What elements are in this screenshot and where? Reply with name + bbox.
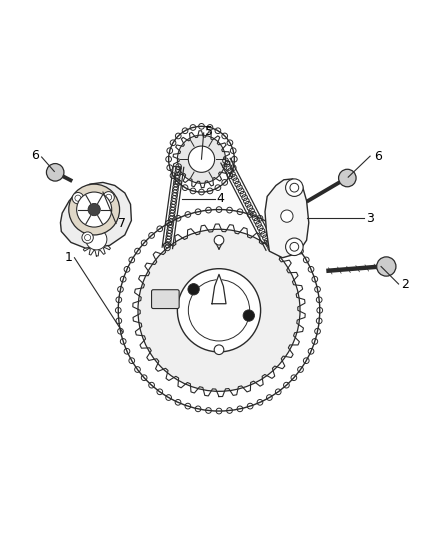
Circle shape [243,310,254,321]
Circle shape [69,184,120,235]
Circle shape [286,238,303,255]
Circle shape [86,229,107,250]
Circle shape [46,164,64,181]
Circle shape [177,135,226,183]
Text: 1: 1 [64,251,72,264]
Circle shape [286,179,303,197]
Text: 4: 4 [217,192,225,205]
Circle shape [281,210,293,222]
FancyBboxPatch shape [152,290,179,309]
Circle shape [214,236,224,245]
Text: 3: 3 [366,212,374,225]
Text: 5: 5 [205,125,213,138]
Circle shape [188,284,199,295]
Circle shape [82,232,93,243]
Circle shape [214,345,224,354]
Circle shape [72,192,84,204]
Polygon shape [265,179,309,258]
Circle shape [88,204,100,216]
Circle shape [188,146,215,172]
Circle shape [77,192,112,227]
Polygon shape [60,182,131,248]
Circle shape [177,269,261,352]
Text: 6: 6 [31,149,39,162]
Text: 2: 2 [401,278,409,290]
Polygon shape [212,274,226,304]
Circle shape [103,191,114,203]
Text: 7: 7 [118,217,126,230]
Text: 6: 6 [374,150,382,163]
Circle shape [138,229,300,391]
Circle shape [377,257,396,276]
Circle shape [339,169,356,187]
